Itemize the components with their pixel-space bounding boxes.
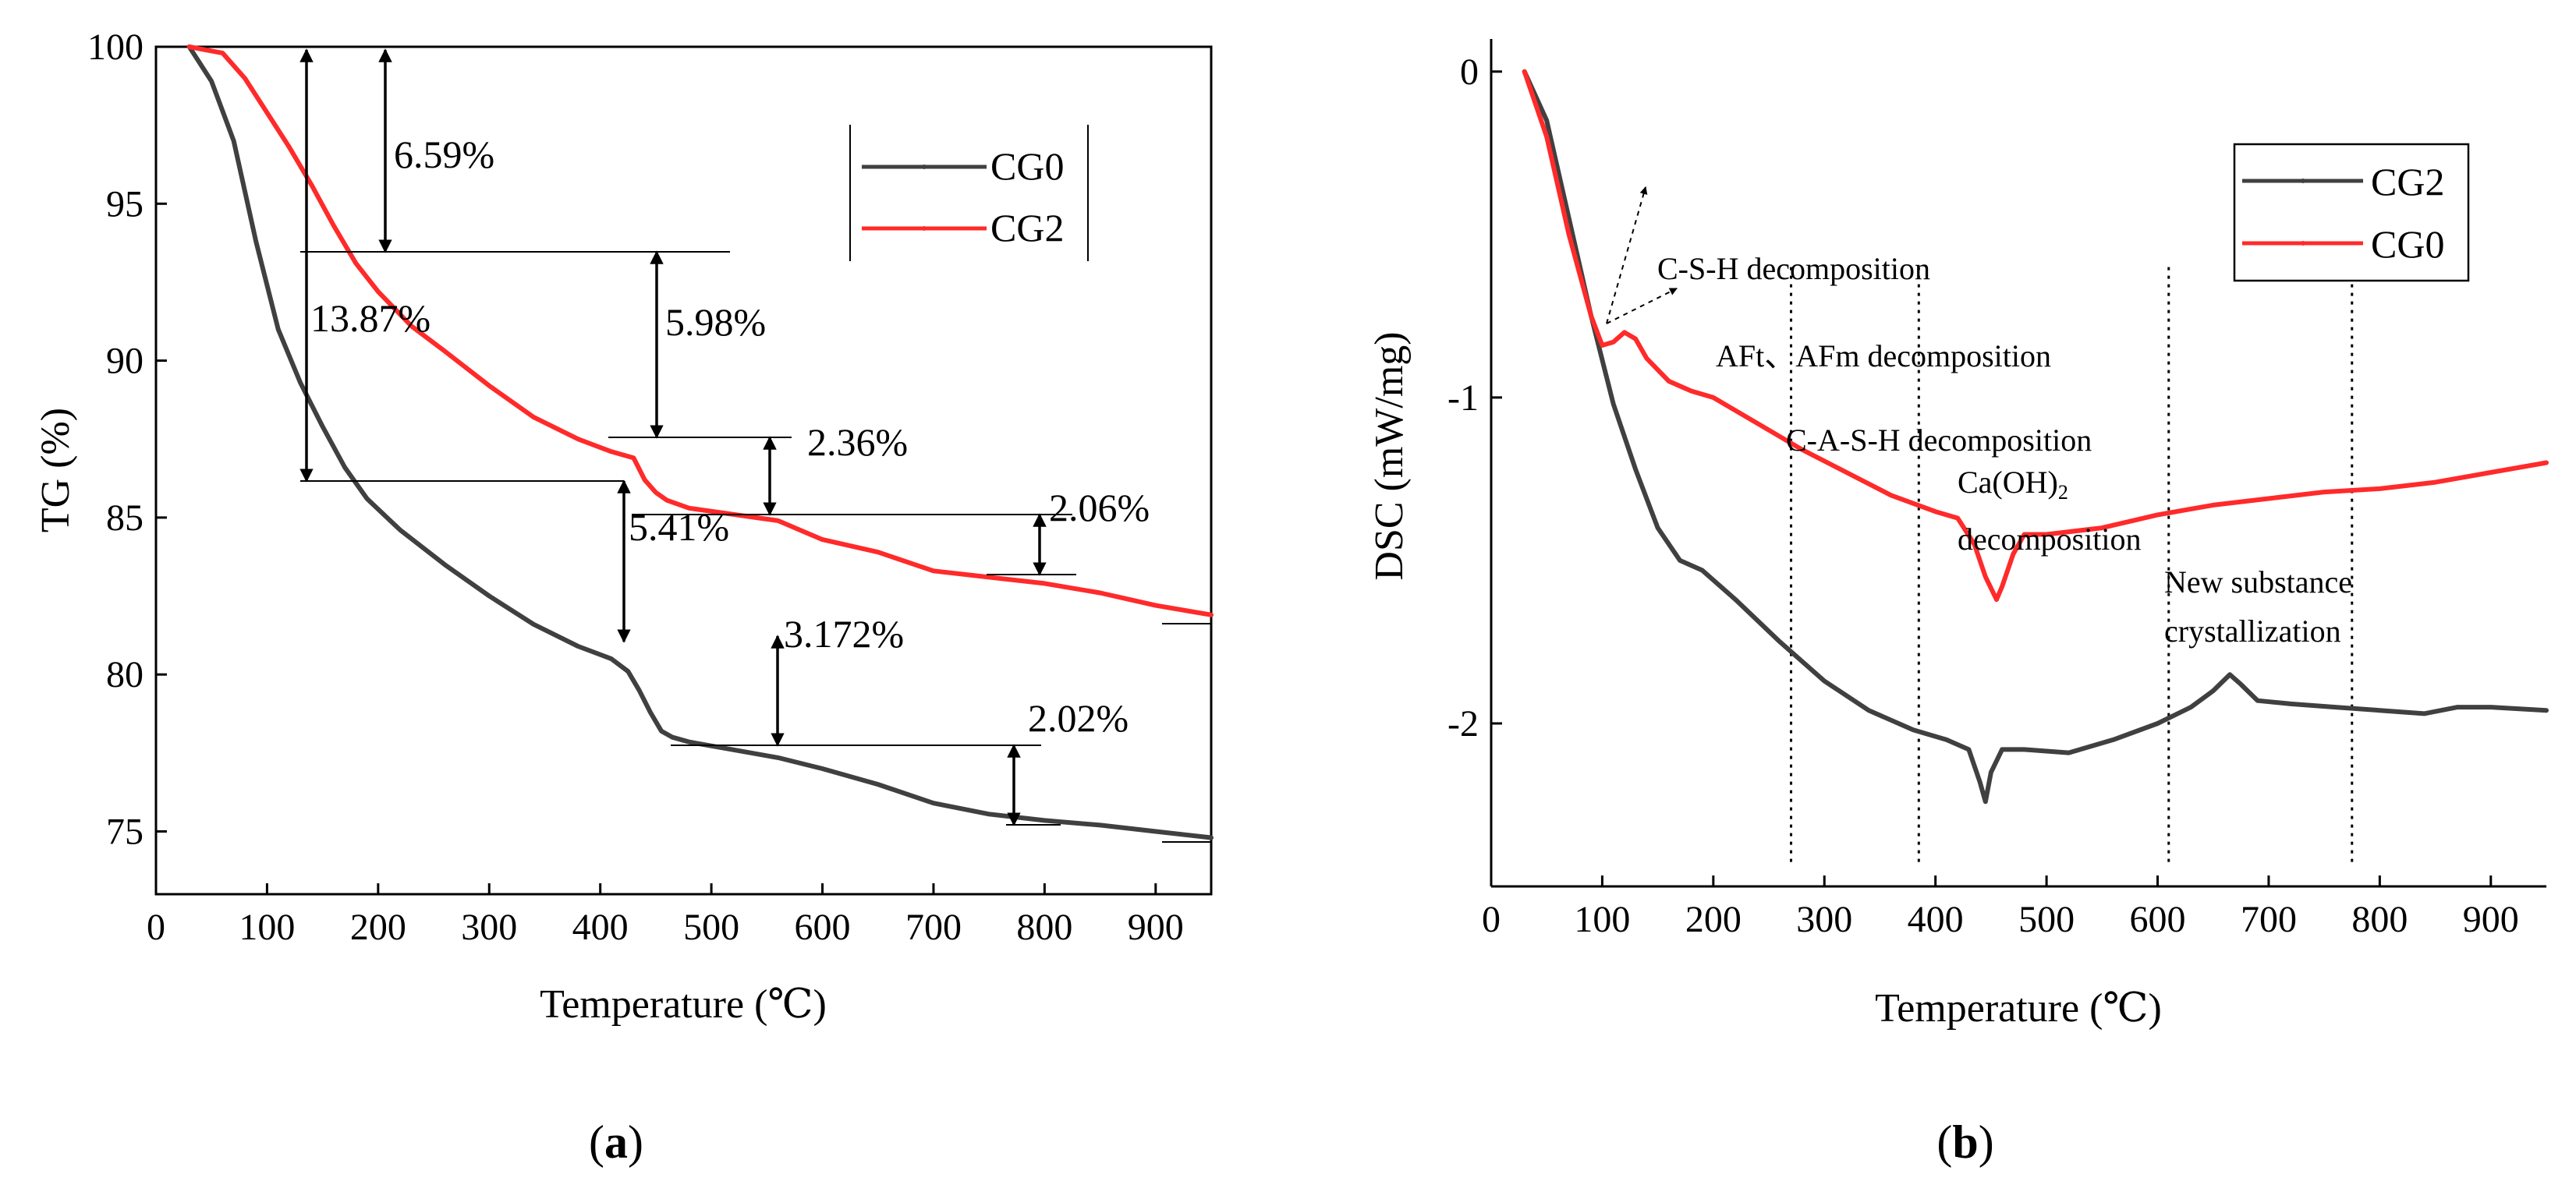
tg-xtick-label: 400 (572, 907, 629, 948)
label-5.41: 5.41% (629, 505, 729, 549)
panel-b-dsc-chart: 0 100 200 300 400 500 600 700 800 900 0 -1 -2 C-S-H… (1367, 39, 2549, 1168)
tg-annotation-labels: 6.59% 13.87% 5.98% 2.36% 5.41% 2.06% 3.1… (310, 133, 1150, 740)
tg-ytick-label: 85 (106, 497, 144, 539)
tg-xtick-label: 200 (350, 907, 406, 948)
label-csh: C-S-H decomposition (1657, 251, 1930, 286)
label-new-substance: New substance (2164, 564, 2352, 600)
dsc-y-axis-label: DSC (mW/mg) (1367, 331, 1412, 580)
label-3.172: 3.172% (784, 612, 904, 656)
dsc-ytick-label: -2 (1447, 703, 1479, 745)
dsc-ytick-label: -1 (1447, 377, 1479, 419)
dsc-vertical-markers (1790, 267, 2354, 867)
tg-xtick-label: 300 (461, 907, 517, 948)
caption-a-letter: a (604, 1116, 628, 1168)
dsc-xtick-label: 700 (2241, 899, 2297, 940)
caption-a: (a) (589, 1116, 643, 1168)
label-crystallization: crystallization (2164, 614, 2341, 649)
dsc-xtick-label: 100 (1574, 899, 1630, 940)
label-aft-afm: AFt、AFm decomposition (1716, 338, 2051, 373)
label-13.87: 13.87% (310, 296, 431, 340)
caption-b-letter: b (1952, 1116, 1978, 1168)
dsc-xtick-label: 400 (1908, 899, 1964, 940)
dsc-legend: CG2 CG0 (2233, 143, 2470, 282)
caption-b: (b) (1936, 1116, 1993, 1168)
dsc-x-ticks: 0 100 200 300 400 500 600 700 800 900 (1482, 875, 2519, 940)
label-2.36: 2.36% (807, 420, 908, 464)
tg-ytick-label: 80 (106, 654, 144, 695)
dsc-legend-box (2233, 143, 2470, 282)
caption-b-close: ) (1979, 1116, 1994, 1168)
label-caoh2-decomp: decomposition (1958, 522, 2142, 557)
label-2.02: 2.02% (1028, 696, 1129, 740)
dsc-xtick-label: 800 (2351, 899, 2408, 940)
arrow-csh-1 (1606, 186, 1648, 324)
tg-y-ticks: 75 80 85 90 95 100 (87, 27, 167, 852)
dsc-xtick-label: 900 (2463, 899, 2519, 940)
dsc-annotation-arrows (1606, 186, 1678, 324)
dsc-y-ticks: 0 -1 -2 (1447, 51, 1502, 745)
legend-label-cg0-b: CG0 (2371, 222, 2444, 266)
tg-xtick-label: 500 (683, 907, 739, 948)
tg-xtick-label: 800 (1016, 907, 1072, 948)
tg-ytick-label: 90 (106, 341, 144, 382)
tg-xtick-label: 0 (147, 907, 165, 948)
tg-x-axis-label: Temperature (℃) (540, 982, 827, 1027)
legend-label-cg0: CG0 (990, 144, 1064, 188)
dsc-xtick-label: 600 (2130, 899, 2186, 940)
dsc-series-lines (1522, 69, 2549, 805)
legend-marker-cg2-b (2301, 179, 2305, 183)
tg-xtick-label: 100 (239, 907, 295, 948)
tg-xtick-label: 900 (1128, 907, 1184, 948)
label-2.06: 2.06% (1049, 486, 1150, 529)
legend-marker-cg0 (922, 164, 927, 169)
dsc-xtick-label: 300 (1796, 899, 1852, 940)
tg-y-axis-label: TG (%) (34, 408, 78, 532)
legend-marker-cg0-b (2301, 241, 2305, 246)
arrow-csh-2 (1606, 288, 1678, 324)
dsc-x-axis-label: Temperature (℃) (1875, 986, 2162, 1031)
legend-marker-cg2 (922, 226, 927, 231)
panel-a-tg-chart: 0 100 200 300 400 500 600 700 800 900 75 80 85 90 95 1… (34, 27, 1214, 1168)
tg-xtick-label: 700 (905, 907, 962, 948)
legend-label-cg2-b: CG2 (2371, 160, 2444, 203)
dsc-xtick-label: 0 (1482, 899, 1501, 940)
tg-ytick-label: 100 (87, 27, 144, 68)
dsc-ytick-label: 0 (1460, 51, 1479, 93)
dsc-annotation-labels: C-S-H decomposition AFt、AFm decompositio… (1657, 251, 2352, 649)
label-cash: C-A-S-H decomposition (1786, 423, 2092, 458)
caption-a-close: ) (628, 1116, 643, 1168)
tg-ytick-label: 95 (106, 183, 144, 225)
caption-b-open: ( (1936, 1116, 1952, 1168)
tg-ytick-label: 75 (106, 811, 144, 852)
tg-xtick-label: 600 (795, 907, 851, 948)
label-caoh2-formula: Ca(OH) (1958, 465, 2058, 500)
label-caoh2-subscript: 2 (2058, 481, 2068, 504)
legend-label-cg2: CG2 (990, 206, 1064, 249)
caption-a-open: ( (589, 1116, 604, 1168)
dsc-xtick-label: 500 (2018, 899, 2075, 940)
label-caoh2: Ca(OH)2 (1958, 465, 2068, 504)
dsc-series-cg0 (1522, 69, 2549, 603)
dsc-series-cg2 (1522, 69, 2549, 805)
label-6.59: 6.59% (394, 133, 494, 176)
tg-legend: CG0 CG2 (849, 125, 1089, 261)
dsc-xtick-label: 200 (1685, 899, 1742, 940)
tg-plot-frame (154, 45, 1213, 896)
tg-annotation-arrows (299, 48, 1047, 826)
tg-x-ticks: 0 100 200 300 400 500 600 700 800 900 (147, 883, 1184, 948)
label-5.98: 5.98% (665, 300, 766, 344)
